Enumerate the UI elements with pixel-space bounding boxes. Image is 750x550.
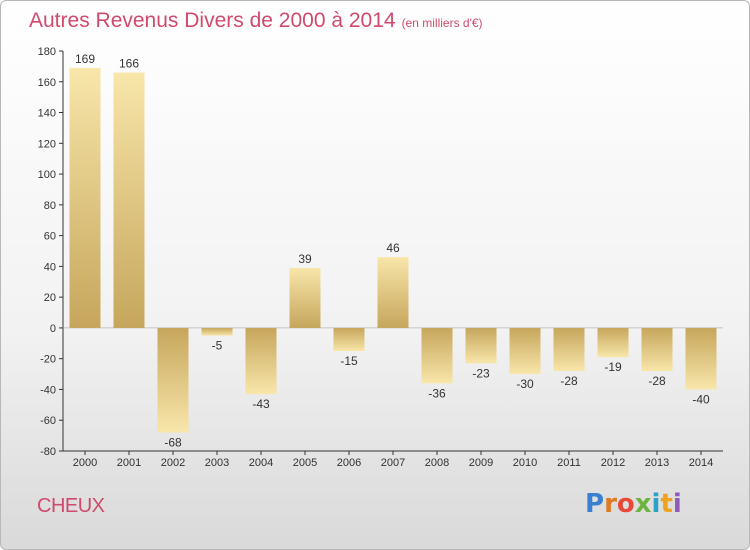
x-tick-label: 2003: [205, 457, 229, 469]
y-tick-label: 20: [44, 292, 56, 304]
chart-subtitle: (en milliers d'€): [401, 16, 483, 30]
data-label-2001: 166: [119, 57, 139, 71]
x-tick-label: 2009: [469, 457, 493, 469]
x-tick-label: 2007: [381, 457, 405, 469]
x-tick-label: 2008: [425, 457, 449, 469]
chart-bars: [69, 67, 717, 433]
bar-2003: [201, 327, 233, 336]
bar-2000: [69, 67, 101, 328]
y-tick-label: 120: [38, 138, 56, 150]
y-tick-label: -60: [40, 415, 56, 427]
data-label-2014: -40: [692, 392, 710, 406]
data-label-2011: -28: [560, 374, 578, 388]
page-title: Autres Revenus Divers de 2000 à 2014 (en …: [29, 9, 483, 33]
data-label-2006: -15: [340, 354, 358, 368]
bar-2012: [597, 327, 629, 358]
bar-2011: [553, 327, 585, 371]
y-tick-label: -20: [40, 354, 56, 366]
bar-2001: [113, 72, 145, 328]
x-tick-label: 2000: [73, 457, 97, 469]
y-tick-label: 100: [38, 169, 56, 181]
data-label-2012: -19: [604, 360, 622, 374]
y-tick-label: 0: [50, 323, 56, 335]
bar-2009: [465, 327, 497, 364]
data-label-2003: -5: [212, 339, 223, 353]
bar-2014: [685, 327, 717, 390]
x-tick-label: 2014: [689, 457, 713, 469]
data-label-2013: -28: [648, 374, 666, 388]
x-tick-label: 2010: [513, 457, 537, 469]
bar-2002: [157, 327, 189, 433]
y-tick-label: -40: [40, 384, 56, 396]
x-tick-label: 2013: [645, 457, 669, 469]
data-label-2002: -68: [164, 436, 182, 450]
data-label-2010: -30: [516, 377, 534, 391]
x-tick-label: 2002: [161, 457, 185, 469]
x-tick-label: 2004: [249, 457, 273, 469]
chart-title: Autres Revenus Divers de 2000 à 2014: [29, 9, 396, 32]
x-tick-label: 2001: [117, 457, 141, 469]
x-tick-label: 2005: [293, 457, 317, 469]
data-label-2009: -23: [472, 366, 490, 380]
chart-axes: -80 -60 -40 -20 0 20 40 60 80 100 120 140 160 180 2000…: [38, 46, 723, 469]
city-name: CHEUX: [37, 495, 105, 517]
y-tick-label: 80: [44, 200, 56, 212]
y-tick-label: -80: [40, 446, 56, 458]
bar-2005: [289, 267, 321, 328]
data-label-2000: 169: [75, 52, 95, 66]
bar-2004: [245, 327, 277, 395]
bar-2008: [421, 327, 453, 384]
x-tick-label: 2011: [557, 457, 581, 469]
data-label-2005: 39: [298, 252, 312, 266]
data-label-2007: 46: [386, 241, 400, 255]
y-tick-label: 40: [44, 261, 56, 273]
bar-2006: [333, 327, 365, 351]
bar-2007: [377, 257, 409, 328]
y-tick-label: 140: [38, 108, 56, 120]
y-tick-label: 160: [38, 77, 56, 89]
proxiti-logo[interactable]: Proxiti: [585, 489, 682, 519]
x-tick-label: 2012: [601, 457, 625, 469]
bar-2010: [509, 327, 541, 375]
data-label-2004: -43: [252, 397, 270, 411]
bar-2013: [641, 327, 673, 371]
data-label-2008: -36: [428, 386, 446, 400]
y-tick-label: 180: [38, 46, 56, 58]
chart-labels: 169 166 -68 -5 -43 39 -15 46 -36 -23 -30 -28 -19 -28 -…: [75, 52, 710, 450]
x-tick-label: 2006: [337, 457, 361, 469]
y-tick-label: 60: [44, 231, 56, 243]
